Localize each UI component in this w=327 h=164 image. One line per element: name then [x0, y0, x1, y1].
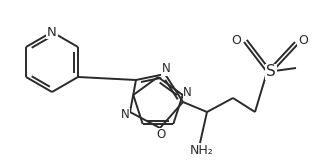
Text: N: N: [162, 62, 170, 75]
Text: N: N: [47, 25, 57, 39]
Text: N: N: [121, 109, 129, 122]
Text: S: S: [266, 64, 276, 80]
Text: O: O: [298, 33, 308, 47]
Text: O: O: [231, 33, 241, 47]
Text: O: O: [156, 129, 165, 142]
Text: N: N: [183, 86, 192, 99]
Text: NH₂: NH₂: [190, 144, 214, 157]
